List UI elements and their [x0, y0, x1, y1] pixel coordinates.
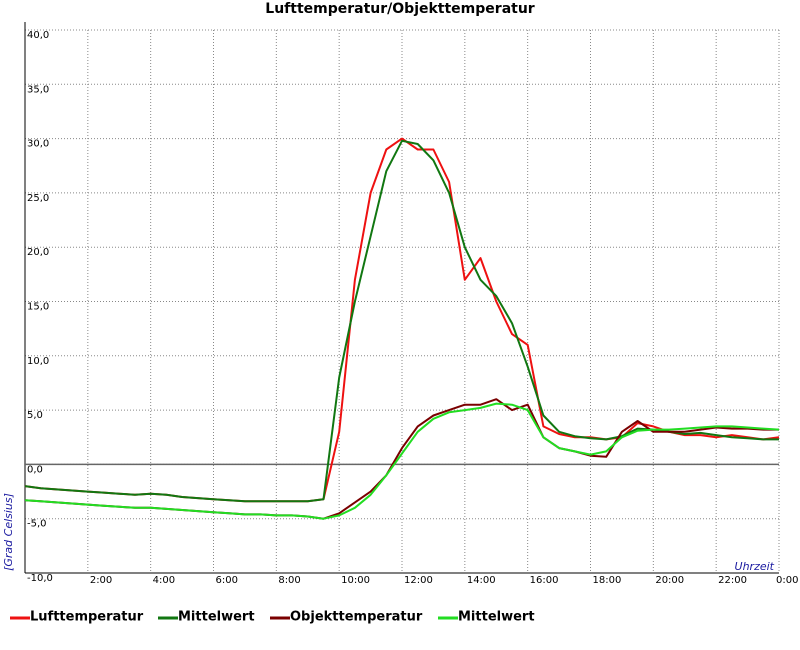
x-tick-label: 0:00: [776, 575, 798, 586]
y-tick-label: -5,0: [27, 519, 47, 530]
x-axis-label: Uhrzeit: [735, 560, 775, 573]
y-tick-label: -10,0: [27, 573, 53, 584]
x-tick-label: 16:00: [530, 575, 559, 586]
y-tick-label: 15,0: [27, 302, 49, 313]
y-tick-label: 0,0: [27, 464, 43, 475]
x-tick-label: 10:00: [341, 575, 370, 586]
x-tick-label: 12:00: [404, 575, 433, 586]
y-tick-label: 25,0: [27, 193, 49, 204]
x-tick-label: 4:00: [153, 575, 175, 586]
x-tick-label: 20:00: [655, 575, 684, 586]
legend-label: Mittelwert: [178, 610, 255, 625]
legend-label: Objekttemperatur: [290, 610, 423, 625]
y-tick-label: 35,0: [27, 84, 49, 95]
legend-label: Lufttemperatur: [30, 610, 144, 625]
x-tick-label: 22:00: [718, 575, 747, 586]
x-tick-label: 8:00: [278, 575, 300, 586]
legend-label: Mittelwert: [458, 610, 535, 625]
y-tick-label: 40,0: [27, 30, 49, 41]
y-tick-label: 10,0: [27, 356, 49, 367]
x-tick-label: 2:00: [90, 575, 112, 586]
data-line: [24, 402, 780, 520]
y-tick-label: 30,0: [27, 139, 49, 150]
x-tick-label: 18:00: [593, 575, 622, 586]
y-axis-label: [Grad Celsius]: [2, 493, 15, 571]
y-tick-label: 5,0: [27, 410, 43, 421]
x-tick-label: 6:00: [216, 575, 238, 586]
y-tick-label: 20,0: [27, 247, 49, 258]
x-tick-label: 14:00: [467, 575, 496, 586]
chart-title: Lufttemperatur/Objekttemperatur: [265, 1, 535, 17]
